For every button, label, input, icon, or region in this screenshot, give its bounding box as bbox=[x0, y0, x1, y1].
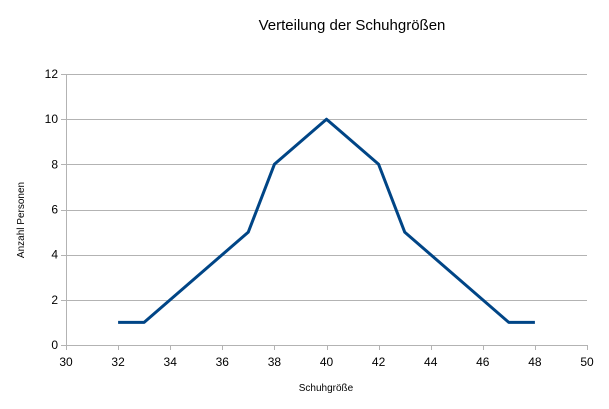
y-axis-title: Anzahl Personen bbox=[16, 182, 27, 258]
grid-lines bbox=[66, 74, 587, 301]
x-tick-label: 30 bbox=[59, 355, 73, 369]
x-tick-label: 50 bbox=[580, 355, 594, 369]
y-tick-label: 6 bbox=[51, 203, 58, 217]
x-tick-label: 46 bbox=[476, 355, 490, 369]
x-tick-label: 42 bbox=[372, 355, 386, 369]
x-tick-label: 32 bbox=[111, 355, 125, 369]
x-tick-label: 40 bbox=[320, 355, 334, 369]
x-tick-label: 34 bbox=[164, 355, 178, 369]
series-line bbox=[118, 117, 535, 324]
y-tick-label: 2 bbox=[51, 293, 58, 307]
chart-title: Verteilung der Schuhgrößen bbox=[258, 17, 446, 34]
chart-axes bbox=[61, 74, 588, 350]
y-tick-label: 8 bbox=[51, 157, 58, 171]
x-tick-label: 44 bbox=[424, 355, 438, 369]
y-tick-label: 10 bbox=[45, 112, 59, 126]
x-tick-label: 36 bbox=[216, 355, 230, 369]
y-tick-label: 12 bbox=[45, 67, 59, 81]
y-tick-label: 0 bbox=[51, 338, 58, 352]
x-axis-title: Schuhgröße bbox=[299, 383, 354, 394]
x-tick-label: 38 bbox=[268, 355, 282, 369]
x-tick-label: 48 bbox=[528, 355, 542, 369]
series-layer bbox=[118, 117, 535, 324]
y-tick-label: 4 bbox=[51, 248, 58, 262]
